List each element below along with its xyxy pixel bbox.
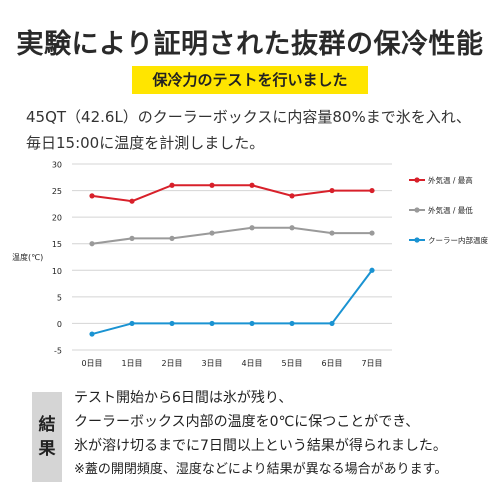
intro-text: 45QT（42.6L）のクーラーボックスに内容量80%まで氷を入れ、 毎日15:… (26, 104, 490, 156)
data-point (169, 235, 175, 241)
x-tick-label: 0日目 (81, 359, 102, 368)
y-tick-label: 10 (52, 267, 62, 276)
data-point (209, 320, 215, 327)
data-point (129, 235, 135, 241)
x-tick-label: 1日目 (121, 359, 142, 368)
y-tick-label: 25 (52, 187, 62, 196)
data-point (209, 230, 215, 236)
x-tick-label: 7日目 (361, 359, 382, 368)
result-tag-bottom: 果 (38, 439, 56, 459)
legend-swatch-marker (414, 237, 420, 243)
data-point (329, 187, 335, 194)
data-point (249, 225, 255, 231)
series-line (91, 269, 373, 336)
legend-label: 外気温 / 最低 (428, 205, 473, 215)
y-tick-label: 30 (52, 161, 62, 170)
series-line (91, 226, 372, 245)
data-point (369, 187, 375, 194)
legend-swatch-marker (414, 177, 420, 183)
temperature-chart: -5 0 5 10 15 20 25 30 温度(℃) 0日目 1日目 2日目 3日目 4日目 5日目 6日目… (12, 161, 488, 369)
y-tick-label: -5 (54, 347, 62, 356)
data-point (89, 241, 95, 247)
data-point (129, 320, 135, 327)
y-tick-label: 0 (57, 320, 62, 329)
data-point (249, 320, 255, 327)
data-point (89, 331, 95, 337)
result-note: ※蓋の開閉頻度、湿度などにより結果が異なる場合があります。 (74, 462, 448, 477)
legend-swatch-marker (414, 207, 420, 213)
test-banner: 保冷力のテストを行いました (132, 66, 368, 94)
data-point (209, 182, 215, 188)
x-tick-label: 4日目 (241, 359, 262, 368)
data-point (329, 320, 335, 327)
data-point (89, 193, 95, 199)
data-point (129, 198, 135, 204)
result-line-2: クーラーボックス内部の温度を0℃に保つことができ、 (74, 414, 420, 430)
result-box: 結 果 テスト開始から6日間は氷が残り、 クーラーボックス内部の温度を0℃に保つ… (32, 386, 468, 486)
data-point (369, 267, 375, 273)
data-point (329, 230, 335, 236)
y-tick-label: 15 (52, 240, 62, 249)
data-point (169, 320, 175, 327)
y-tick-label: 5 (57, 293, 62, 302)
legend-label: 外気温 / 最高 (428, 175, 473, 185)
x-tick-label: 5日目 (281, 359, 302, 368)
x-tick-label: 2日目 (161, 359, 182, 368)
data-point (369, 230, 375, 236)
intro-line-1: 45QT（42.6L）のクーラーボックスに内容量80%まで氷を入れ、 (26, 108, 471, 126)
data-point (169, 182, 175, 188)
result-tag: 結 果 (32, 392, 62, 482)
legend-label: クーラー内部温度 (428, 235, 488, 245)
intro-line-2: 毎日15:00に温度を計測しました。 (26, 134, 265, 152)
data-point (249, 182, 255, 188)
data-point (289, 225, 295, 231)
y-axis-label: 温度(℃) (12, 252, 43, 262)
headline: 実験により証明された抜群の保冷性能 (16, 29, 484, 60)
result-line-1: テスト開始から6日間は氷が残り、 (74, 390, 293, 406)
data-point (289, 320, 295, 327)
result-tag-top: 結 (38, 415, 56, 435)
x-tick-label: 3日目 (201, 359, 222, 368)
result-line-3: 氷が溶け切るまでに7日間以上という結果が得られました。 (74, 438, 447, 454)
x-tick-label: 6日目 (321, 359, 342, 368)
result-text: テスト開始から6日間は氷が残り、 クーラーボックス内部の温度を0℃に保つことがで… (74, 386, 474, 482)
series-line (91, 184, 372, 203)
data-point (289, 193, 295, 199)
y-tick-label: 20 (52, 214, 62, 223)
